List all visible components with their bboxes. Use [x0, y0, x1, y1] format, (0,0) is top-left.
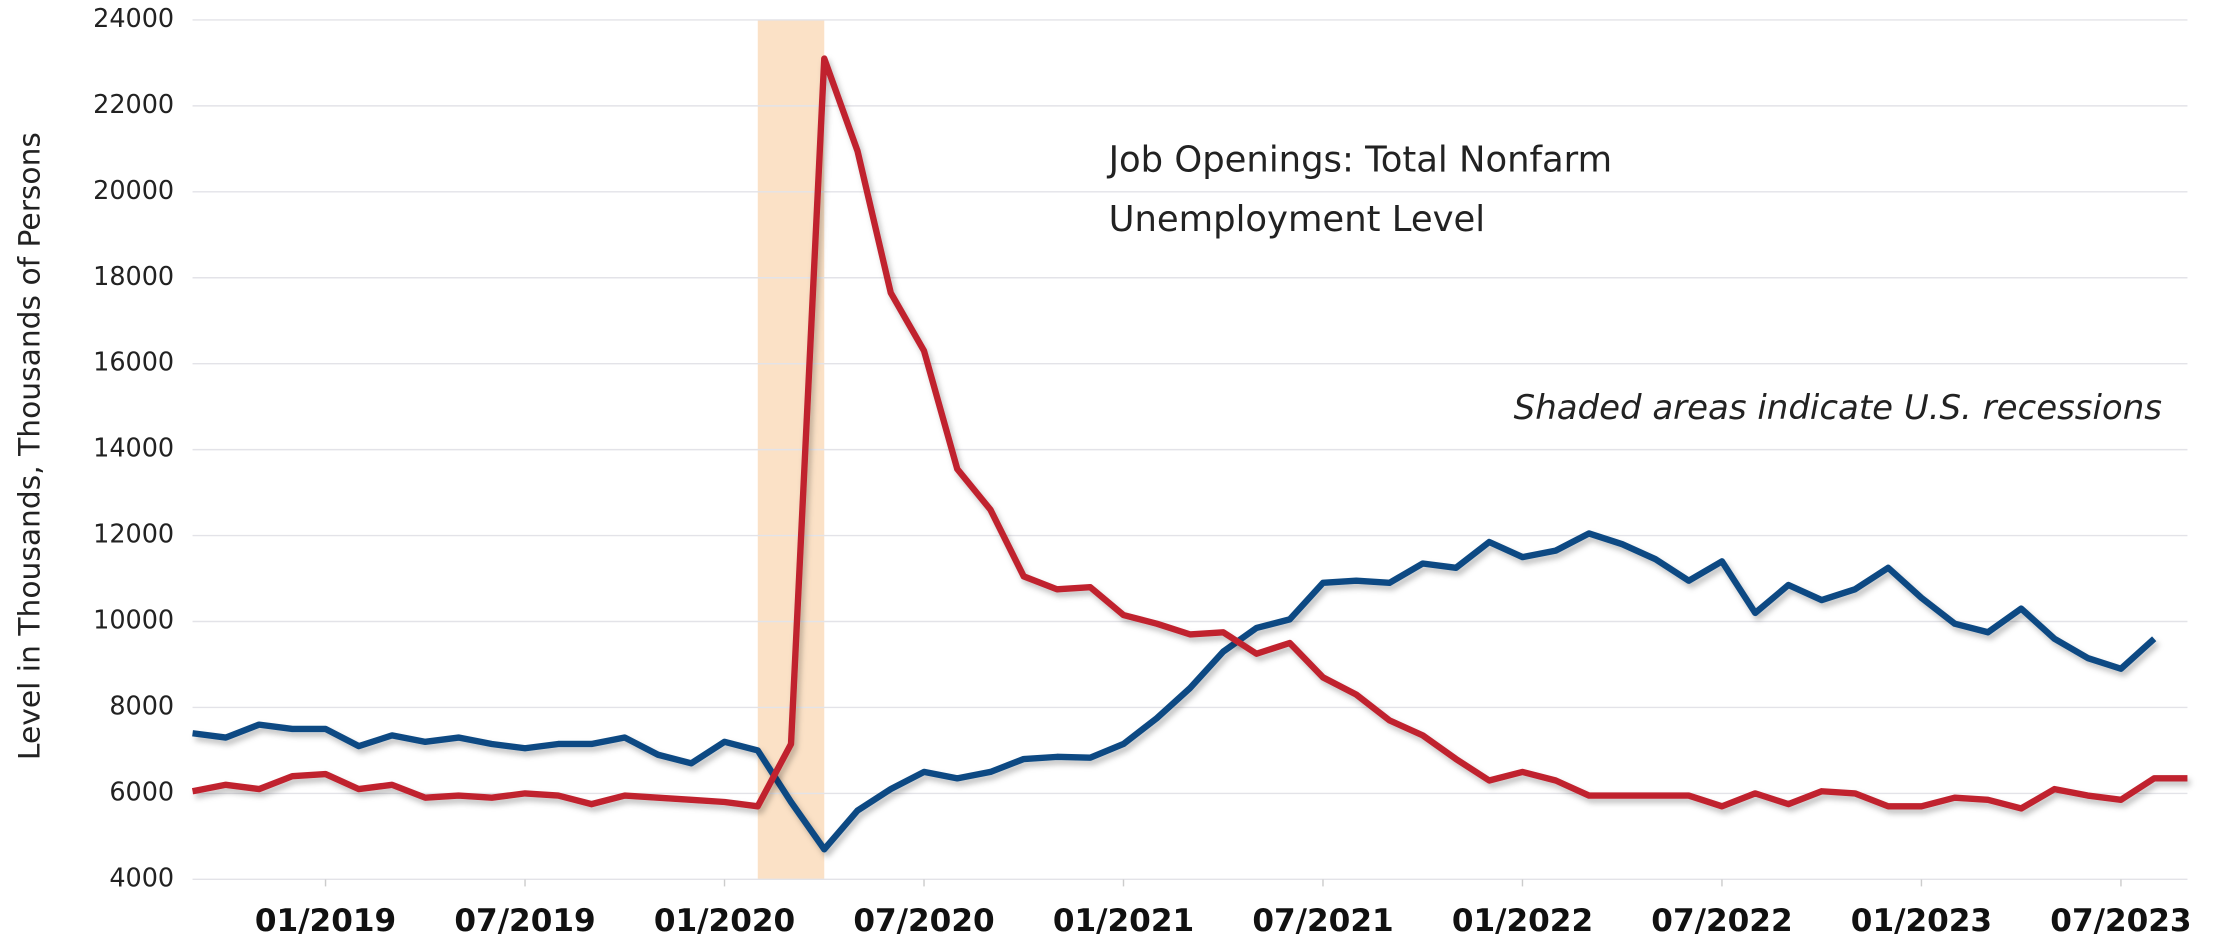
y-tick-label: 22000 [93, 90, 174, 120]
x-tick-label: 01/2022 [1452, 903, 1593, 939]
series-line [192, 530, 2157, 853]
x-tick-label: 07/2021 [1252, 903, 1393, 939]
legend-label: Job Openings: Total Nonfarm [1107, 140, 1612, 181]
x-tick-label: 01/2021 [1053, 903, 1194, 939]
y-tick-label: 18000 [93, 262, 174, 292]
annotation: Shaded areas indicate U.S. recessions [1514, 388, 2162, 428]
x-tick-label: 07/2023 [2050, 903, 2191, 939]
legend-label: Unemployment Level [1109, 199, 1486, 240]
x-tick-label: 01/2023 [1851, 903, 1992, 939]
y-tick-label: 12000 [93, 520, 174, 550]
x-tick-label: 07/2019 [454, 903, 595, 939]
y-tick-label: 14000 [93, 434, 174, 464]
x-tick-label: 01/2019 [255, 903, 396, 939]
x-tick-label: 01/2020 [654, 903, 795, 939]
y-tick-label: 16000 [93, 348, 174, 378]
y-tick-label: 24000 [93, 4, 174, 34]
y-tick-label: 4000 [109, 863, 174, 893]
x-tick-label: 07/2022 [1651, 903, 1792, 939]
y-tick-label: 8000 [109, 691, 174, 721]
y-tick-label: 10000 [93, 606, 174, 636]
y-tick-label: 20000 [93, 176, 174, 206]
x-tick-label: 07/2020 [853, 903, 994, 939]
y-axis-title: Level in Thousands, Thousands of Persons [13, 132, 48, 760]
series-line [191, 55, 2188, 812]
y-tick-label: 6000 [109, 777, 174, 807]
